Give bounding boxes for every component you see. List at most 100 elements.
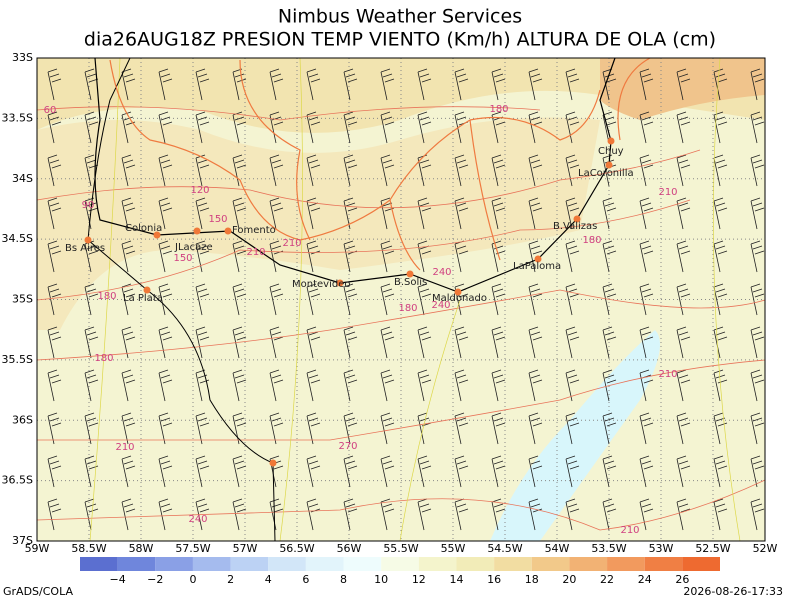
wind-barb bbox=[639, 154, 654, 187]
wind-barb bbox=[158, 283, 173, 316]
wind-barb bbox=[750, 412, 765, 445]
wind-barb bbox=[343, 498, 358, 531]
city-marker bbox=[406, 270, 414, 278]
wind-barb bbox=[84, 369, 99, 402]
colorbar-label: 16 bbox=[487, 573, 501, 586]
city-marker bbox=[454, 288, 462, 296]
wind-barb bbox=[454, 197, 469, 230]
colorbar-label: −4 bbox=[110, 573, 126, 586]
colorbar-box bbox=[607, 557, 645, 571]
colorbar-box bbox=[531, 557, 570, 571]
wind-barb bbox=[232, 412, 247, 445]
contour-label: 150 bbox=[208, 214, 227, 225]
contour-label: 240 bbox=[431, 300, 450, 311]
wind-barb bbox=[750, 154, 765, 187]
wind-barb bbox=[47, 498, 62, 531]
wind-barb bbox=[602, 498, 617, 531]
wind-barb bbox=[491, 68, 506, 101]
wind-barb bbox=[750, 455, 765, 488]
wind-barb bbox=[713, 68, 728, 101]
wind-barb bbox=[676, 283, 691, 316]
colorbar-box bbox=[80, 557, 118, 571]
colorbar-box bbox=[418, 557, 457, 571]
wind-barb bbox=[380, 326, 395, 359]
wind-barb bbox=[565, 197, 580, 230]
wind-barb bbox=[491, 154, 506, 187]
city-marker bbox=[573, 215, 581, 223]
wind-barb bbox=[269, 68, 284, 101]
wind-barb bbox=[602, 111, 617, 144]
wind-barb bbox=[491, 369, 506, 402]
warm-area bbox=[37, 117, 600, 330]
colorbar-label: 24 bbox=[638, 573, 652, 586]
wind-barb bbox=[195, 111, 210, 144]
wind-barb bbox=[306, 240, 321, 273]
contour-label: 180 bbox=[489, 104, 508, 115]
wind-barb bbox=[713, 111, 728, 144]
wind-barb bbox=[121, 326, 136, 359]
colorbar-box bbox=[644, 557, 683, 571]
wind-barb bbox=[84, 498, 99, 531]
colorbar-box bbox=[343, 557, 382, 571]
wind-barb bbox=[528, 498, 543, 531]
wind-barb bbox=[602, 412, 617, 445]
wind-barb bbox=[713, 283, 728, 316]
wind-barb bbox=[417, 197, 432, 230]
wind-barb bbox=[602, 197, 617, 230]
borders bbox=[109, 57, 651, 271]
wind-barb bbox=[639, 412, 654, 445]
wind-barb bbox=[417, 111, 432, 144]
wind-barb bbox=[121, 455, 136, 488]
wind-barb bbox=[343, 240, 358, 273]
wind-barb bbox=[232, 455, 247, 488]
wind-barb bbox=[232, 369, 247, 402]
colorbar-box bbox=[569, 557, 608, 571]
wind-barb bbox=[639, 283, 654, 316]
contour-label: 210 bbox=[620, 525, 639, 536]
wind-barb bbox=[528, 326, 543, 359]
wind-barb bbox=[195, 455, 210, 488]
wind-barb bbox=[380, 283, 395, 316]
wind-barb bbox=[232, 154, 247, 187]
wind-barb bbox=[232, 197, 247, 230]
contour-label: 180 bbox=[97, 291, 116, 302]
title: Nimbus Weather Services bbox=[278, 6, 522, 28]
wind-barb bbox=[47, 197, 62, 230]
frame bbox=[36, 57, 766, 542]
wind-barb bbox=[713, 498, 728, 531]
contour-label: 240 bbox=[188, 514, 207, 525]
city-marker bbox=[153, 231, 161, 239]
city-marker bbox=[269, 459, 277, 467]
wind-barb bbox=[528, 369, 543, 402]
wind-barb bbox=[454, 68, 469, 101]
contour-label: 210 bbox=[658, 369, 677, 380]
colorbar-box bbox=[682, 557, 720, 571]
wind-barb bbox=[47, 369, 62, 402]
wind-barb bbox=[158, 369, 173, 402]
colorbar-box bbox=[192, 557, 231, 571]
lat-label: 35.5S bbox=[2, 353, 33, 366]
wind-barb bbox=[639, 455, 654, 488]
colorbar-label: 4 bbox=[265, 573, 272, 586]
wind-barb bbox=[47, 240, 62, 273]
wind-barb bbox=[491, 455, 506, 488]
cold-area bbox=[490, 330, 660, 541]
lon-label: 53W bbox=[649, 542, 674, 555]
contour-label: 90 bbox=[82, 200, 95, 211]
wind-barb bbox=[84, 326, 99, 359]
wind-barb bbox=[195, 412, 210, 445]
wind-barb bbox=[565, 455, 580, 488]
contour-label: 210 bbox=[282, 238, 301, 249]
lon-label: 55W bbox=[441, 542, 466, 555]
colorbar-label: 2 bbox=[227, 573, 234, 586]
wind-barb bbox=[269, 154, 284, 187]
wind-barb bbox=[158, 68, 173, 101]
wind-barb bbox=[417, 369, 432, 402]
wind-barb bbox=[454, 455, 469, 488]
city-label: JLacaze bbox=[174, 242, 213, 253]
wind-barb bbox=[380, 240, 395, 273]
lon-label: 55.5W bbox=[383, 542, 418, 555]
hot-area bbox=[600, 58, 765, 120]
wind-barb bbox=[528, 68, 543, 101]
